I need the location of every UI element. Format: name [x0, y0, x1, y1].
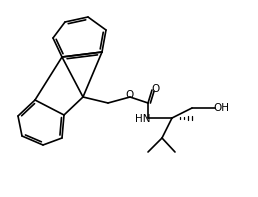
Text: HN: HN [135, 114, 151, 124]
Text: O: O [125, 90, 133, 100]
Text: OH: OH [213, 103, 229, 113]
Text: O: O [151, 84, 159, 94]
